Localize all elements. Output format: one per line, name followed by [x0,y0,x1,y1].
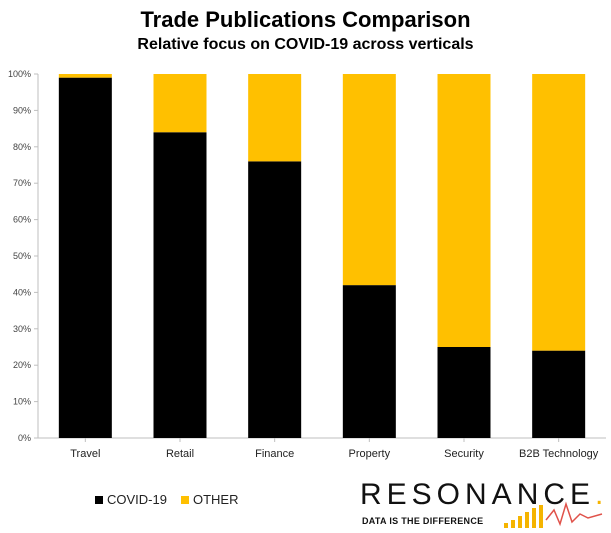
logo-wordmark: RESONANCE. [360,478,609,511]
resonance-logo: RESONANCE. DATA IS THE DIFFERENCE [360,478,610,533]
x-tick-label: B2B Technology [519,448,599,460]
chart-title-block: Trade Publications Comparison Relative f… [0,6,611,56]
legend-swatch-covid [95,495,103,504]
bar-other [58,74,112,78]
logo-tagline: DATA IS THE DIFFERENCE [362,516,484,526]
x-tick-label: Security [444,448,484,460]
bar-other [437,74,491,347]
y-tick-label: 30% [13,324,31,334]
y-tick-label: 0% [18,433,31,443]
legend-item-covid: COVID-19 [95,492,167,507]
x-tick-label: Retail [166,448,194,460]
y-tick-label: 80% [13,142,31,152]
y-tick-label: 40% [13,287,31,297]
bar-other [153,74,207,133]
logo-signal-graphic [504,501,603,528]
bar-covid [58,77,112,438]
bar-other [248,74,302,162]
legend-item-other: OTHER [180,492,239,507]
bar-covid [153,132,207,439]
legend-swatch-other [180,495,189,504]
y-tick-label: 10% [13,397,31,407]
legend-label-covid: COVID-19 [107,492,167,507]
bar-covid [437,347,491,438]
y-tick-label: 60% [13,215,31,225]
x-tick-label: Finance [255,448,294,460]
chart-title: Trade Publications Comparison [140,7,471,32]
bar-covid [532,350,586,438]
x-tick-label: Travel [70,448,100,460]
y-tick-label: 20% [13,360,31,370]
bar-other [532,74,586,351]
x-tick-label: Property [349,448,391,460]
bar-other [342,74,396,286]
y-tick-label: 70% [13,178,31,188]
y-tick-label: 50% [13,251,31,261]
y-tick-label: 100% [8,69,31,79]
bar-covid [342,285,396,438]
chart-legend: COVID-19 OTHER [95,492,252,507]
legend-label-other: OTHER [192,492,239,507]
stacked-bar-chart: 0% 10% 20% 30% 40% 50% 60% 70% 80% 90% 100% Travel R… [8,69,606,460]
y-tick-label: 90% [13,105,31,115]
bar-covid [248,161,302,439]
chart-subtitle: Relative focus on COVID-19 across vertic… [137,36,474,53]
